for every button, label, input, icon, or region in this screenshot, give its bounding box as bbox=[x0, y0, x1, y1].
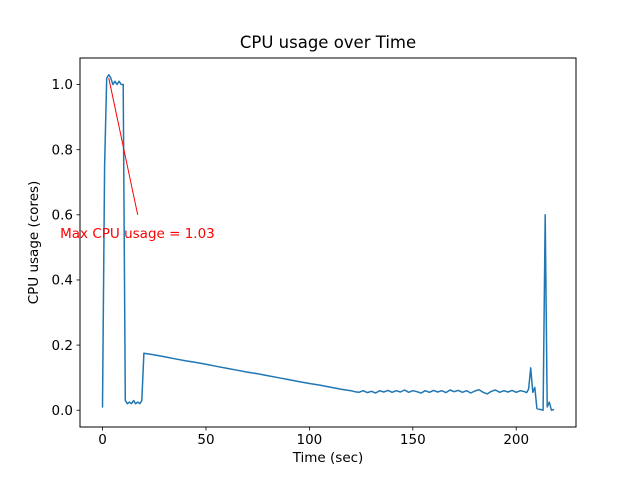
y-tick-label: 0.0 bbox=[52, 403, 73, 419]
plot-area bbox=[79, 57, 577, 428]
x-tick-label: 150 bbox=[400, 432, 426, 448]
x-axis-label: Time (sec) bbox=[292, 450, 364, 466]
x-tick-label: 100 bbox=[296, 432, 322, 448]
axis-ticks: 0 50 100 150 200 0.0 0.2 0.4 0.6 0.8 1.0 bbox=[52, 77, 530, 448]
x-tick-label: 0 bbox=[98, 432, 107, 448]
cpu-usage-line bbox=[101, 74, 555, 411]
y-tick-label: 0.2 bbox=[52, 338, 73, 354]
y-axis-label: CPU usage (cores) bbox=[26, 181, 42, 305]
y-tick-label: 0.4 bbox=[52, 273, 73, 289]
annotation-text: Max CPU usage = 1.03 bbox=[60, 226, 215, 242]
y-tick-label: 0.8 bbox=[52, 142, 73, 158]
x-tick-label: 200 bbox=[503, 432, 529, 448]
chart-title: CPU usage over Time bbox=[240, 33, 416, 52]
y-tick-label: 0.6 bbox=[52, 208, 73, 224]
y-tick-label: 1.0 bbox=[52, 77, 73, 93]
x-tick-label: 50 bbox=[197, 432, 214, 448]
annotation-arrow bbox=[108, 77, 139, 215]
